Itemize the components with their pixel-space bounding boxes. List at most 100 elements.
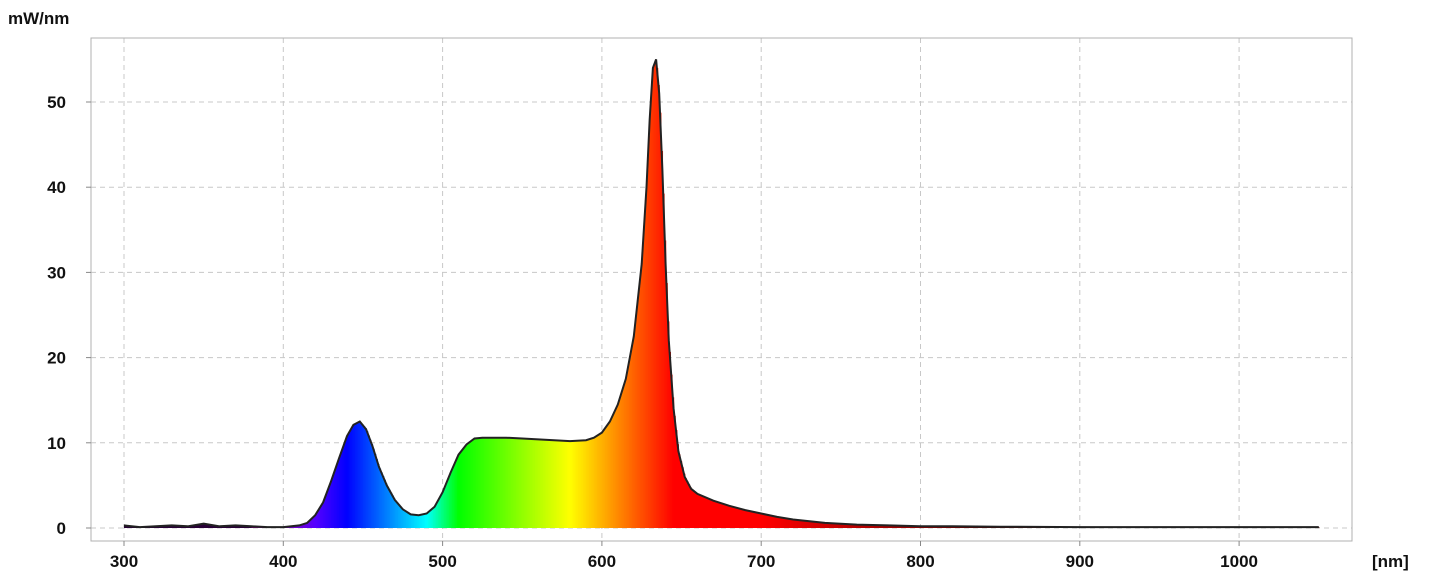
spectrum-strip	[799, 520, 802, 528]
spectrum-strip	[850, 524, 853, 528]
spectrum-strip	[308, 520, 311, 528]
x-tick-label: 400	[269, 552, 297, 571]
spectrum-strip	[385, 483, 388, 528]
spectrum-strip	[528, 438, 531, 528]
spectrum-strip	[762, 514, 765, 528]
spectrum-strip	[326, 491, 329, 528]
spectrum-strip	[584, 440, 587, 528]
spectrum-strip	[773, 516, 777, 528]
spectrum-strip	[364, 428, 367, 528]
spectrum-strip	[329, 483, 332, 528]
spectrum-strip	[409, 513, 412, 528]
spectrum-fill	[124, 61, 1320, 529]
spectrum-strip	[429, 510, 433, 528]
spectrum-strip	[606, 424, 609, 528]
spectrum-strip	[877, 525, 880, 528]
spectrum-strip	[401, 508, 404, 528]
spectrum-strip	[200, 524, 203, 528]
spectrum-strip	[538, 439, 541, 528]
spectrum-strip	[421, 514, 425, 528]
x-tick-label: 600	[588, 552, 616, 571]
x-tick-label: 800	[906, 552, 934, 571]
spectrum-strip	[578, 440, 581, 528]
plot-area	[91, 38, 1352, 541]
spectrum-strip	[294, 525, 297, 528]
spectrum-strip	[687, 484, 691, 528]
spectrum-strip	[605, 427, 608, 528]
spectrum-strip	[703, 496, 707, 528]
spectrum-strip	[485, 437, 488, 528]
spectrum-strip	[243, 525, 246, 528]
spectrum-strip	[456, 456, 460, 528]
spectrum-strip	[885, 525, 888, 528]
spectrum-strip	[589, 438, 592, 528]
spectrum-strip	[324, 496, 327, 528]
spectrum-strip	[641, 251, 644, 528]
spectrum-strip	[488, 437, 491, 528]
spectrum-strip	[721, 503, 724, 528]
spectrum-strip	[786, 518, 789, 528]
spectrum-strip	[507, 437, 511, 528]
spectrum-strip	[681, 467, 684, 528]
spectrum-strip	[397, 504, 401, 528]
spectrum-strip	[576, 440, 579, 528]
spectrum-strip	[772, 516, 775, 528]
spectrum-strip	[367, 435, 370, 528]
spectrum-strip	[533, 439, 536, 528]
spectrum-strip	[554, 440, 557, 528]
spectrum-strip	[901, 525, 904, 528]
spectrum-strip	[788, 518, 791, 528]
spectrum-strip	[171, 525, 174, 528]
spectrum-strip	[761, 513, 764, 528]
spectrum-strip	[627, 366, 630, 528]
spectrum-strip	[765, 514, 769, 528]
spectrum-strip	[558, 440, 562, 528]
y-tick-label: 20	[47, 349, 66, 368]
spectrum-strip	[517, 438, 520, 528]
spectrum-strip	[667, 321, 670, 528]
spectrum-strip	[356, 422, 359, 528]
y-tick-label: 0	[57, 519, 66, 538]
spectrum-strip	[555, 440, 558, 528]
spectrum-strip	[493, 437, 496, 528]
spectrum-strip	[194, 525, 197, 528]
spectrum-strip	[858, 524, 861, 528]
spectrum-strip	[418, 515, 421, 528]
spectrum-strip	[644, 199, 648, 529]
spectrum-curve	[123, 59, 1319, 529]
spectrum-strip	[715, 501, 718, 528]
spectrum-strip	[684, 478, 687, 528]
spectrum-strip	[775, 516, 778, 528]
spectrum-strip	[614, 409, 617, 528]
spectrum-strip	[342, 447, 345, 528]
spectrum-strip	[453, 463, 456, 528]
spectrum-strip	[425, 513, 428, 528]
spectrum-strip	[652, 65, 656, 528]
spectrum-strip	[366, 431, 369, 528]
spectrum-strip	[390, 492, 393, 528]
spectrum-strip	[882, 525, 885, 528]
spectrum-strip	[632, 340, 635, 528]
spectrum-strip	[225, 525, 229, 528]
spectrum-strip	[227, 525, 230, 528]
spectrum-strip	[189, 525, 192, 528]
spectrum-strip	[359, 422, 362, 528]
spectrum-strip	[522, 438, 525, 528]
spectrum-strip	[531, 439, 535, 528]
spectrum-strip	[240, 525, 243, 528]
spectrum-strip	[679, 460, 683, 528]
spectrum-strip	[519, 438, 522, 528]
spectrum-strip	[549, 440, 552, 528]
spectrum-strip	[541, 439, 544, 528]
spectrum-strip	[906, 525, 909, 528]
spectrum-strip	[374, 453, 377, 528]
spectrum-strip	[426, 512, 429, 528]
spectrum-strip	[810, 521, 813, 528]
spectrum-strip	[874, 525, 877, 528]
spectrum-strip	[683, 473, 686, 528]
spectrum-strip	[176, 525, 179, 528]
spectrum-strip	[444, 486, 447, 528]
spectrum-strip	[710, 499, 713, 528]
spectrum-strip	[560, 440, 563, 528]
